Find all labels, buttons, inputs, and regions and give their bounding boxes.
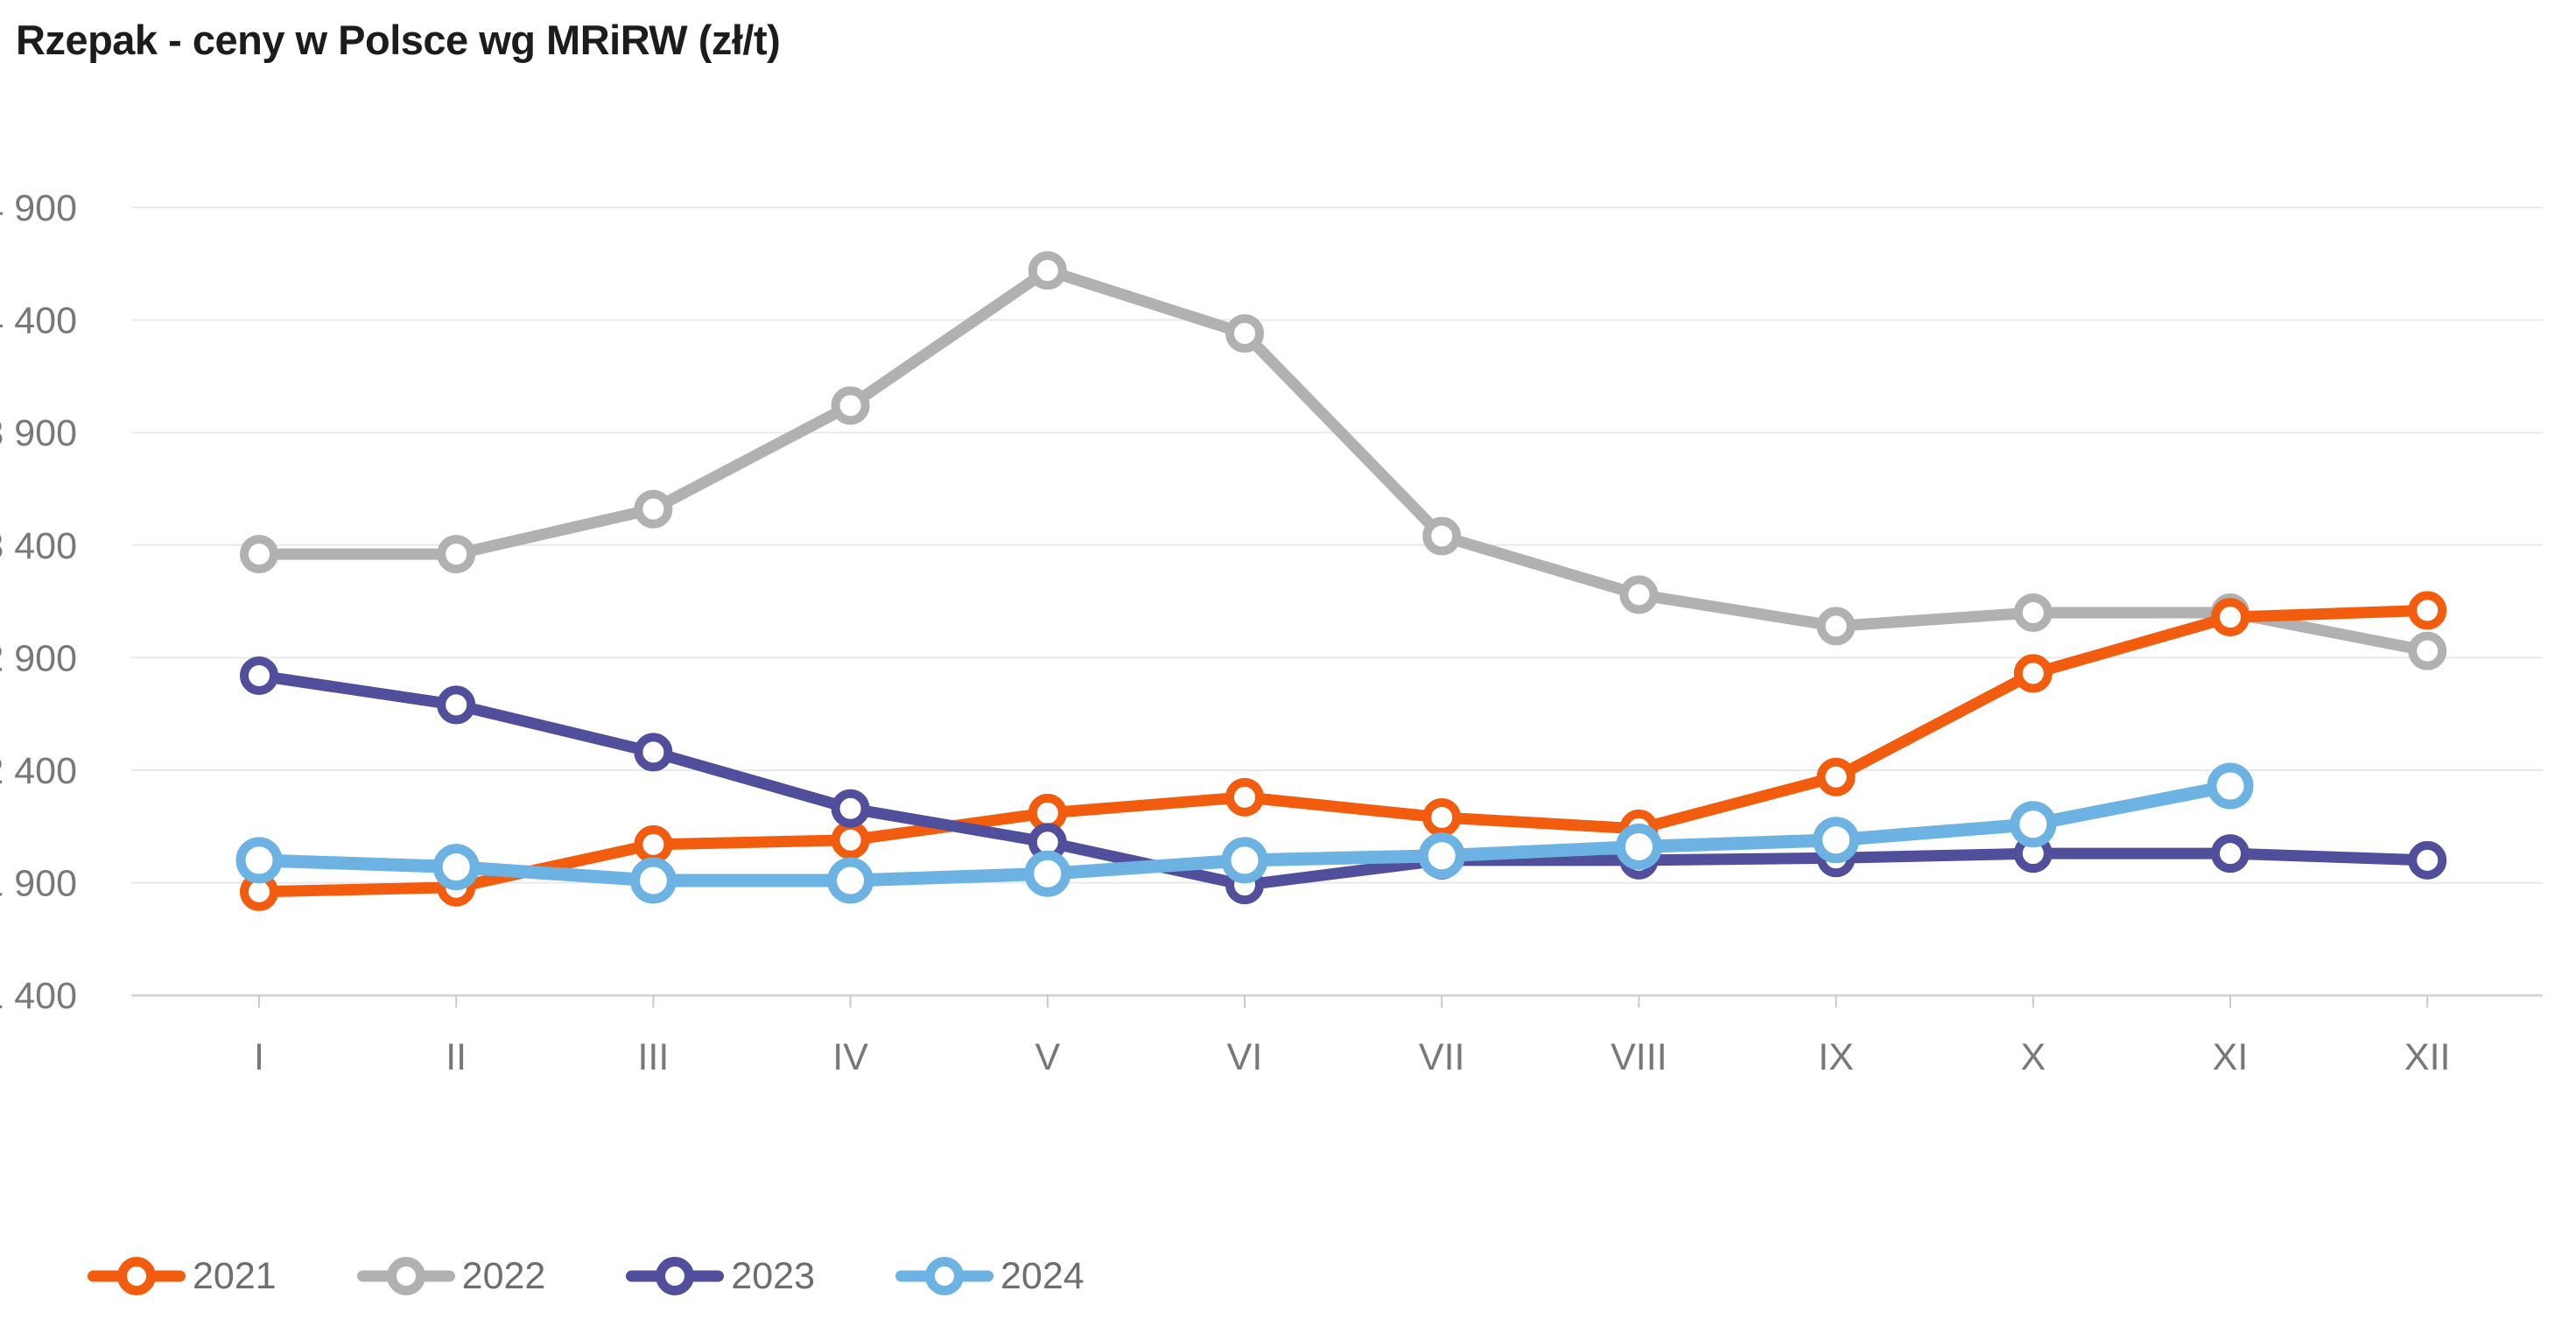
- data-point-2024: [2010, 801, 2057, 848]
- legend-item-2022: 2022: [356, 1253, 546, 1299]
- data-point-2024: [1813, 817, 1860, 864]
- data-point-2023: [2408, 840, 2447, 880]
- data-point-2022: [1422, 516, 1462, 556]
- data-point-2022: [1225, 314, 1264, 354]
- data-point-2024: [2207, 762, 2254, 810]
- data-point-2023: [437, 685, 476, 725]
- legend-item-2021: 2021: [88, 1253, 277, 1299]
- data-point-2021: [634, 824, 673, 864]
- y-axis-tick-label: 4 900: [0, 187, 77, 229]
- chart-legend: 2021 2022 2023 2024: [88, 1250, 1165, 1302]
- legend-label-2022: 2022: [461, 1254, 546, 1297]
- data-point-2021: [1225, 777, 1264, 817]
- series-line-2023: [253, 670, 2433, 891]
- legend-label-2024: 2024: [1000, 1254, 1084, 1297]
- data-point-2024: [1615, 823, 1662, 870]
- data-point-2023: [634, 733, 673, 772]
- x-axis-month-label: XII: [2404, 1036, 2451, 1078]
- x-axis-month-label: VII: [1419, 1036, 1465, 1078]
- data-point-2022: [437, 535, 476, 574]
- data-point-2021: [1422, 798, 1462, 838]
- data-point-2024: [1024, 850, 1071, 897]
- series-line-2022: [253, 264, 2433, 657]
- data-point-2024: [235, 837, 283, 884]
- legend-label-2023: 2023: [731, 1254, 816, 1297]
- data-point-2023: [240, 656, 278, 695]
- x-axis-month-label: III: [637, 1036, 669, 1078]
- legend-marker-2022: [356, 1257, 455, 1295]
- data-point-2022: [1619, 575, 1659, 614]
- data-point-2022: [831, 386, 870, 425]
- y-axis-tick-label: 3 900: [0, 412, 77, 454]
- data-point-2022: [1028, 251, 1067, 291]
- data-point-2022: [2013, 593, 2053, 632]
- data-point-2024: [432, 844, 480, 891]
- legend-item-2023: 2023: [626, 1253, 815, 1299]
- y-axis-tick-label: 3 400: [0, 525, 77, 567]
- data-point-2023: [2211, 834, 2250, 873]
- x-axis-month-label: X: [2020, 1036, 2046, 1078]
- legend-marker-2021: [88, 1257, 186, 1295]
- legend-marker-2024: [895, 1257, 994, 1295]
- x-axis-month-label: II: [446, 1036, 467, 1078]
- data-point-2022: [240, 535, 278, 574]
- data-point-2022: [1816, 607, 1856, 646]
- x-axis-month-label: I: [254, 1036, 264, 1078]
- legend-label-2021: 2021: [193, 1254, 277, 1297]
- x-axis-month-label: XI: [2213, 1036, 2249, 1078]
- data-point-2024: [1221, 837, 1268, 884]
- data-point-2022: [2408, 631, 2447, 670]
- x-axis-month-label: VI: [1227, 1036, 1263, 1078]
- x-axis-month-label: IX: [1818, 1036, 1854, 1078]
- data-point-2021: [2013, 654, 2053, 693]
- data-point-2021: [2408, 591, 2447, 630]
- data-point-2024: [1418, 832, 1465, 880]
- x-axis-month-label: VIII: [1611, 1036, 1667, 1078]
- data-point-2024: [629, 857, 677, 904]
- legend-marker-2023: [626, 1257, 725, 1295]
- series-line-2021: [253, 604, 2433, 898]
- data-point-2021: [831, 820, 870, 859]
- data-point-2023: [831, 789, 870, 828]
- y-axis-tick-label: 2 400: [0, 750, 77, 792]
- y-axis-tick-label: 4 400: [0, 300, 77, 342]
- data-point-2024: [827, 857, 874, 904]
- legend-item-2024: 2024: [895, 1253, 1084, 1299]
- y-axis-tick-label: 1 400: [0, 975, 77, 1017]
- data-point-2022: [634, 489, 673, 529]
- y-axis-tick-label: 2 900: [0, 637, 77, 679]
- x-axis-month-label: V: [1035, 1036, 1060, 1078]
- data-point-2021: [2211, 598, 2250, 637]
- data-point-2021: [1816, 757, 1856, 796]
- x-axis-month-label: IV: [832, 1036, 868, 1078]
- y-axis-tick-label: 1 900: [0, 863, 77, 905]
- chart-title: Rzepak - ceny w Polsce wg MRiRW (zł/t): [16, 17, 781, 63]
